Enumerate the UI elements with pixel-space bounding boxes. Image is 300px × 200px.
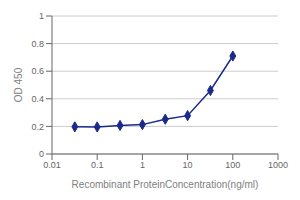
svg-text:0.2: 0.2: [31, 122, 44, 132]
svg-text:100: 100: [225, 160, 240, 170]
svg-text:0.1: 0.1: [91, 160, 104, 170]
svg-text:OD 450: OD 450: [13, 67, 24, 102]
svg-text:0.4: 0.4: [31, 94, 44, 104]
svg-text:1: 1: [140, 160, 145, 170]
svg-text:0.01: 0.01: [43, 160, 61, 170]
svg-text:10: 10: [183, 160, 193, 170]
svg-text:1000: 1000: [268, 160, 288, 170]
svg-text:0.6: 0.6: [31, 66, 44, 76]
svg-text:1: 1: [39, 11, 44, 21]
svg-text:0: 0: [39, 149, 44, 159]
svg-text:0.8: 0.8: [31, 39, 44, 49]
svg-text:Recombinant ProteinConcentrati: Recombinant ProteinConcentration(ng/ml): [72, 179, 259, 190]
